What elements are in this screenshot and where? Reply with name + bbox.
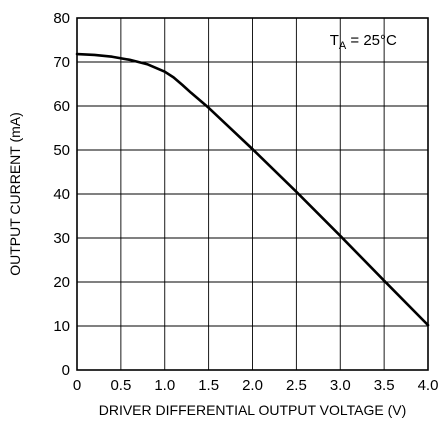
y-tick-label: 30 xyxy=(53,230,70,247)
x-tick-label: 0.5 xyxy=(110,377,131,394)
x-tick-label: 1.0 xyxy=(154,377,175,394)
y-tick-label: 40 xyxy=(53,186,70,203)
grid xyxy=(76,17,429,371)
y-tick-label: 20 xyxy=(53,274,70,291)
temperature-annotation: TA = 25°C xyxy=(330,32,397,52)
x-tick-label: 2.5 xyxy=(286,377,307,394)
y-tick-label: 0 xyxy=(62,362,70,379)
x-tick-label: 2.0 xyxy=(242,377,263,394)
x-tick-label: 3.0 xyxy=(330,377,351,394)
plot-frame xyxy=(76,17,429,371)
annotation-rest: = 25°C xyxy=(346,32,397,49)
x-tick-labels: 0 0.5 1.0 1.5 2.0 2.5 3.0 3.5 4.0 xyxy=(73,377,439,394)
y-tick-label: 50 xyxy=(53,142,70,159)
annotation-subscript: A xyxy=(339,40,347,52)
series-line xyxy=(75,52,430,327)
y-tick-label: 70 xyxy=(53,54,70,71)
annotation-main: T xyxy=(330,32,339,49)
x-tick-label: 1.5 xyxy=(198,377,219,394)
y-tick-label: 10 xyxy=(53,318,70,335)
x-tick-label: 4.0 xyxy=(418,377,439,394)
x-axis-label: DRIVER DIFFERENTIAL OUTPUT VOLTAGE (V) xyxy=(99,402,407,418)
y-tick-labels: 0 10 20 30 40 50 60 70 80 xyxy=(53,10,70,379)
series-layer xyxy=(75,52,430,327)
x-tick-label: 0 xyxy=(73,377,81,394)
y-tick-label: 80 xyxy=(53,10,70,27)
y-axis-label: OUTPUT CURRENT (mA) xyxy=(7,112,23,276)
x-tick-label: 3.5 xyxy=(374,377,395,394)
y-tick-label: 60 xyxy=(53,98,70,115)
